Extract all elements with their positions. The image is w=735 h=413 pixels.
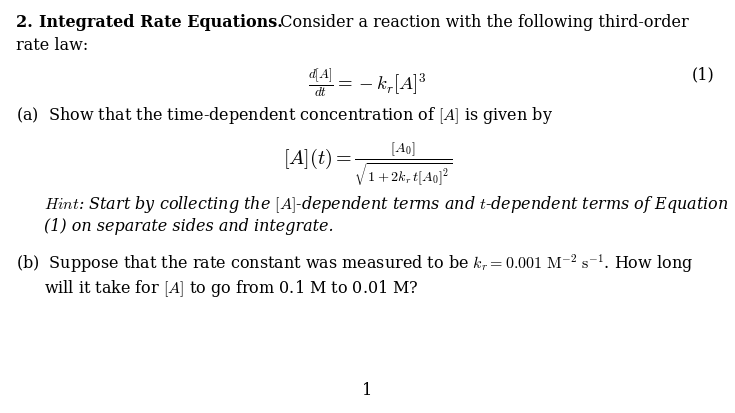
Text: (b)  Suppose that the rate constant was measured to be $k_r = 0.001\ \mathrm{M}^: (b) Suppose that the rate constant was m…	[16, 253, 693, 275]
Text: Consider a reaction with the following third-order: Consider a reaction with the following t…	[270, 14, 689, 31]
Text: 2.: 2.	[16, 14, 44, 31]
Text: 1: 1	[362, 382, 373, 399]
Text: (1): (1)	[692, 66, 714, 83]
Text: $\frac{d[A]}{dt} = -k_r[A]^3$: $\frac{d[A]}{dt} = -k_r[A]^3$	[308, 66, 427, 99]
Text: will it take for $[A]$ to go from 0.1 M to 0.01 M?: will it take for $[A]$ to go from 0.1 M …	[44, 278, 419, 299]
Text: Integrated Rate Equations.: Integrated Rate Equations.	[39, 14, 283, 31]
Text: $\mathit{Hint}$: Start by collecting the $[A]$-dependent terms and $t$-dependent: $\mathit{Hint}$: Start by collecting the…	[44, 194, 729, 215]
Text: $[A](t) = \frac{[A_0]}{\sqrt{1 + 2k_r\,t[A_0]^2}}$: $[A](t) = \frac{[A_0]}{\sqrt{1 + 2k_r\,t…	[283, 140, 452, 189]
Text: rate law:: rate law:	[16, 37, 88, 54]
Text: (a)  Show that the time-dependent concentration of $[A]$ is given by: (a) Show that the time-dependent concent…	[16, 105, 553, 126]
Text: (1) on separate sides and integrate.: (1) on separate sides and integrate.	[44, 218, 334, 235]
